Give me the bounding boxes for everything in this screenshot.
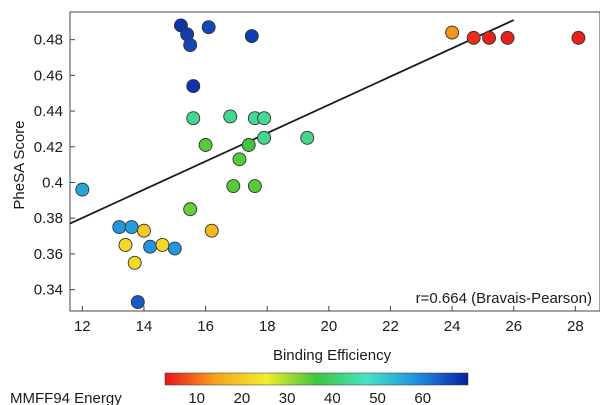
colorbar-tick-label: 40 [324, 390, 341, 405]
data-point [571, 30, 586, 45]
x-tick-label: 22 [382, 318, 399, 335]
data-point [223, 109, 238, 124]
data-point [186, 79, 201, 94]
y-tick-label: 0.46 [34, 67, 63, 84]
colorbar-label: MMFF94 Energy [10, 390, 122, 405]
data-point [112, 220, 127, 235]
y-tick-label: 0.48 [34, 32, 63, 49]
plot-area [69, 11, 600, 312]
y-tick-label: 0.4 [42, 174, 63, 191]
correlation-annotation: r=0.664 (Bravais-Pearson) [416, 290, 592, 307]
trend-line [69, 19, 515, 225]
colorbar: MMFF94 Energy 10 20 30 40 50 60 [10, 372, 469, 405]
data-point [247, 179, 262, 193]
data-point [124, 220, 139, 235]
data-point [183, 202, 198, 217]
colorbar-tick-label: 50 [369, 390, 386, 405]
data-point [226, 179, 241, 193]
x-tick-label: 12 [74, 318, 91, 335]
data-point [232, 152, 247, 167]
y-tick-label: 0.38 [34, 210, 63, 227]
data-point [75, 182, 90, 197]
data-point [500, 30, 515, 45]
data-point [183, 38, 198, 52]
data-point [257, 130, 272, 145]
data-point [204, 223, 219, 238]
data-point [244, 29, 259, 44]
y-axis-label: PheSA Score [11, 120, 28, 209]
y-tick-label: 0.42 [34, 139, 63, 156]
data-point [198, 138, 213, 152]
data-point [201, 20, 216, 35]
data-point [466, 30, 481, 45]
colorbar-gradient [164, 372, 469, 386]
data-point [127, 255, 142, 270]
x-tick-label: 24 [444, 318, 461, 335]
x-tick-label: 20 [320, 318, 337, 335]
data-point [257, 111, 272, 126]
data-point [155, 238, 170, 252]
x-tick-label: 26 [505, 318, 522, 335]
colorbar-tick-label: 60 [414, 390, 431, 405]
data-point [167, 241, 182, 256]
y-tick-label: 0.36 [34, 246, 63, 263]
data-point [482, 30, 497, 45]
data-point [130, 295, 145, 310]
x-tick-label: 18 [259, 318, 276, 335]
y-tick-label: 0.34 [34, 282, 63, 299]
data-point [241, 138, 256, 152]
data-point [143, 239, 158, 254]
data-point [118, 238, 133, 252]
data-point [300, 130, 315, 145]
x-axis-label: Binding Efficiency [273, 347, 392, 364]
x-tick-label: 14 [136, 318, 153, 335]
y-tick-label: 0.44 [34, 103, 63, 120]
x-tick-label: 16 [197, 318, 214, 335]
colorbar-tick-label: 30 [279, 390, 296, 405]
data-point [445, 25, 460, 40]
colorbar-tick-label: 10 [188, 390, 205, 405]
data-point [186, 111, 201, 126]
data-point [137, 223, 151, 238]
x-tick-label: 28 [567, 318, 584, 335]
colorbar-tick-label: 20 [234, 390, 251, 405]
